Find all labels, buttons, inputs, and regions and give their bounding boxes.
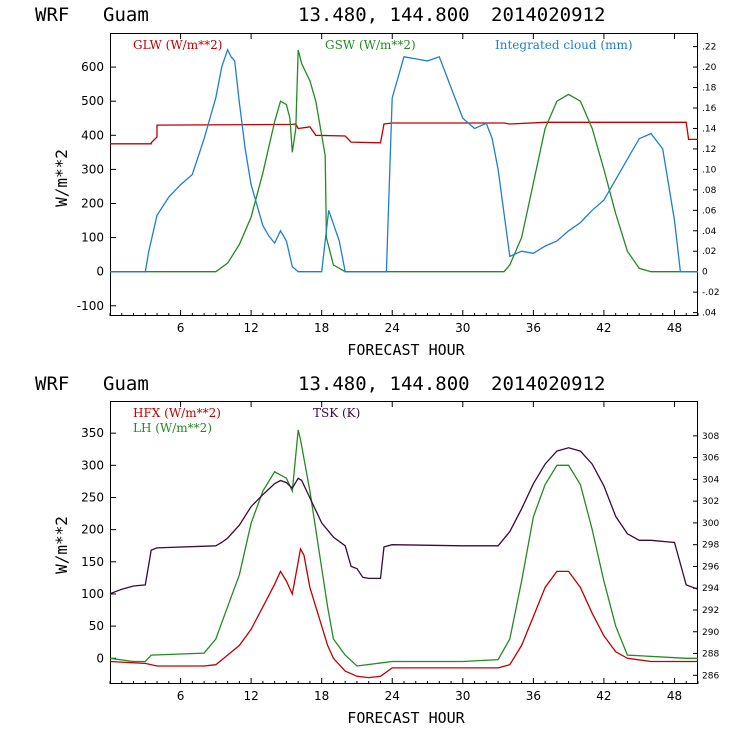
x-tick-label: 6 <box>177 689 185 703</box>
bottom-plot-frame <box>110 401 698 684</box>
y-tick-label: 300 <box>81 458 104 472</box>
bottom-x-ticks: 6 12 18 24 30 36 42 48 <box>109 401 699 703</box>
y2-tick-label: .22 <box>702 43 716 53</box>
x-tick-label: 30 <box>455 689 470 703</box>
x-tick-label: 42 <box>596 689 611 703</box>
y-tick-label: 200 <box>81 523 104 537</box>
y2-tick-label: 296 <box>702 562 719 572</box>
bottom-x-axis-label: FORECAST HOUR <box>347 709 465 727</box>
bottom-coords-label: 13.480, 144.800 <box>298 373 470 395</box>
bottom-legend-hfx: HFX (W/m**2) <box>133 406 221 420</box>
y-tick-label: 400 <box>81 128 104 142</box>
top-y2-ticks: .04 -.02 0 .02 .04 .06 .08 .10 .12 .14 .16 .18 .20 .2… <box>693 43 720 319</box>
y-tick-label: 200 <box>81 196 104 210</box>
top-y-axis-label: W/m**2 <box>52 149 71 207</box>
series-line-glw <box>110 121 698 145</box>
x-tick-label: 36 <box>526 689 541 703</box>
series-line-hfx <box>109 546 698 679</box>
x-tick-label: 24 <box>385 321 400 335</box>
bottom-legend-tsk: TSK (K) <box>313 406 360 420</box>
x-tick-label: 12 <box>243 689 258 703</box>
y-tick-label: 100 <box>81 231 104 245</box>
y-tick-label: 50 <box>89 619 104 633</box>
x-tick-label: 48 <box>667 689 682 703</box>
y2-tick-label: 304 <box>702 475 719 485</box>
bottom-init-label: 2014020912 <box>491 373 605 395</box>
y-tick-label: 600 <box>81 60 104 74</box>
y2-tick-label: .14 <box>702 124 717 134</box>
series-line-gsw <box>110 49 698 273</box>
y2-tick-label: 290 <box>702 628 719 638</box>
y2-tick-label: 292 <box>702 606 719 616</box>
bottom-axes <box>110 401 698 684</box>
x-tick-label: 6 <box>177 321 185 335</box>
y2-tick-label: 300 <box>702 519 719 529</box>
bottom-y-axis-label: W/m**2 <box>52 516 71 574</box>
y-tick-label: 0 <box>96 651 104 665</box>
series-line-integrated <box>110 48 698 273</box>
top-legend-glw: GLW (W/m**2) <box>133 38 222 52</box>
x-tick-label: 12 <box>243 321 258 335</box>
top-coords-label: 13.480, 144.800 <box>298 4 470 26</box>
y-tick-label: 500 <box>81 94 104 108</box>
top-plot-frame <box>110 33 698 316</box>
y2-tick-label: 286 <box>702 671 719 681</box>
y2-tick-label: 294 <box>702 584 719 594</box>
y-tick-label: 350 <box>81 426 104 440</box>
x-tick-label: 30 <box>455 321 470 335</box>
y2-tick-label: .20 <box>702 63 717 73</box>
y2-tick-label: -.02 <box>702 288 720 298</box>
y2-tick-label: .12 <box>702 145 716 155</box>
y2-tick-label: 298 <box>702 541 719 551</box>
y2-tick-label: .16 <box>702 104 717 114</box>
top-model-label: WRF <box>35 4 69 26</box>
x-tick-label: 18 <box>314 689 329 703</box>
series-line-tsk <box>109 447 699 595</box>
y2-tick-label: 302 <box>702 497 719 507</box>
y2-tick-label: .08 <box>702 186 717 196</box>
bottom-series-group <box>109 429 699 679</box>
x-tick-label: 18 <box>314 321 329 335</box>
y2-tick-label: .10 <box>702 165 717 175</box>
x-tick-label: 24 <box>385 689 400 703</box>
y2-tick-label: 0 <box>702 268 708 278</box>
y2-tick-label: .02 <box>702 247 716 257</box>
y-tick-label: 150 <box>81 555 104 569</box>
top-location-label: Guam <box>103 4 149 26</box>
y-tick-label: 100 <box>81 587 104 601</box>
y2-tick-label: .06 <box>702 206 717 216</box>
y2-tick-label: .04 <box>702 309 717 319</box>
x-tick-label: 48 <box>667 321 682 335</box>
y-tick-label: 0 <box>96 265 104 279</box>
top-axes <box>110 33 698 316</box>
y2-tick-label: 288 <box>702 650 719 660</box>
bottom-model-label: WRF <box>35 373 69 395</box>
y2-tick-label: 306 <box>702 454 719 464</box>
x-tick-label: 42 <box>596 321 611 335</box>
y-tick-label: -100 <box>77 299 104 313</box>
y-tick-label: 300 <box>81 162 104 176</box>
top-legend-cloud: Integrated cloud (mm) <box>495 38 633 52</box>
top-x-ticks: 6 12 18 24 30 36 42 48 <box>109 33 699 335</box>
bottom-location-label: Guam <box>103 373 149 395</box>
y2-tick-label: .18 <box>702 84 717 94</box>
top-series-group <box>110 48 698 273</box>
y2-tick-label: .04 <box>702 227 717 237</box>
top-y-ticks: -100 0 100 200 300 400 500 600 <box>77 60 116 313</box>
bottom-y-ticks: 0 50 100 150 200 250 300 350 <box>81 426 116 665</box>
y-tick-label: 250 <box>81 490 104 504</box>
series-line-lh <box>109 429 698 667</box>
bottom-y2-ticks: 286 288 290 292 294 296 298 300 302 304 306 308 <box>693 432 719 681</box>
bottom-legend-lh: LH (W/m**2) <box>133 421 212 435</box>
top-init-label: 2014020912 <box>491 4 605 26</box>
top-legend-gsw: GSW (W/m**2) <box>325 38 416 52</box>
x-tick-label: 36 <box>526 321 541 335</box>
top-x-axis-label: FORECAST HOUR <box>347 341 465 359</box>
y2-tick-label: 308 <box>702 432 719 442</box>
